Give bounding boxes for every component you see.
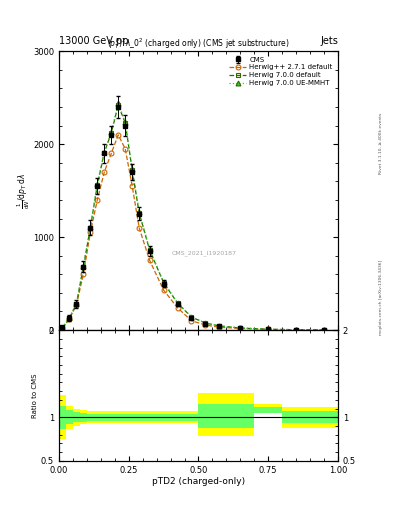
X-axis label: pTD2 (charged-only): pTD2 (charged-only) [152, 477, 245, 486]
Herwig 7.0.0 default [109, 130, 114, 136]
Herwig 7.0.0 UE-MMHT [74, 301, 79, 307]
Herwig 7.0.0 default [123, 120, 128, 126]
Herwig 7.0.0 default [294, 327, 299, 333]
Herwig 7.0.0 UE-MMHT [102, 148, 107, 155]
Herwig 7.0.0 default [88, 225, 93, 231]
Herwig 7.0.0 default [81, 264, 86, 270]
Herwig++ 2.7.1 default [81, 271, 86, 278]
Herwig 7.0.0 default [266, 326, 271, 332]
Herwig 7.0.0 default [74, 301, 79, 307]
Herwig 7.0.0 default [147, 247, 152, 253]
Herwig++ 2.7.1 default [67, 316, 72, 322]
Herwig 7.0.0 UE-MMHT [189, 314, 194, 320]
Legend: CMS, Herwig++ 2.7.1 default, Herwig 7.0.0 default, Herwig 7.0.0 UE-MMHT: CMS, Herwig++ 2.7.1 default, Herwig 7.0.… [227, 55, 334, 88]
Line: Herwig 7.0.0 UE-MMHT: Herwig 7.0.0 UE-MMHT [60, 101, 327, 332]
Text: Rivet 3.1.10, ≥ 400k events: Rivet 3.1.10, ≥ 400k events [379, 113, 383, 174]
Herwig++ 2.7.1 default [294, 327, 299, 333]
Herwig 7.0.0 default [95, 182, 100, 188]
Herwig++ 2.7.1 default [123, 146, 128, 152]
Herwig 7.0.0 UE-MMHT [60, 325, 65, 331]
Herwig 7.0.0 UE-MMHT [137, 209, 141, 215]
Herwig++ 2.7.1 default [203, 322, 208, 328]
Herwig++ 2.7.1 default [130, 183, 134, 189]
Text: CMS_2021_I1920187: CMS_2021_I1920187 [172, 251, 237, 257]
Text: Jets: Jets [320, 35, 338, 46]
Herwig++ 2.7.1 default [109, 151, 114, 157]
Herwig++ 2.7.1 default [266, 326, 271, 332]
Herwig 7.0.0 UE-MMHT [217, 323, 222, 329]
Herwig 7.0.0 UE-MMHT [294, 327, 299, 333]
Text: 13000 GeV pp: 13000 GeV pp [59, 35, 129, 46]
Herwig++ 2.7.1 default [74, 302, 79, 308]
Herwig 7.0.0 UE-MMHT [109, 129, 114, 135]
Herwig++ 2.7.1 default [161, 287, 166, 293]
Herwig 7.0.0 UE-MMHT [203, 320, 208, 326]
Herwig++ 2.7.1 default [147, 258, 152, 264]
Y-axis label: $\frac{1}{\mathrm{d}N} / \mathrm{d}p_T\, \mathrm{d}\lambda$: $\frac{1}{\mathrm{d}N} / \mathrm{d}p_T\,… [15, 173, 31, 208]
Herwig++ 2.7.1 default [175, 305, 180, 311]
Herwig 7.0.0 default [203, 320, 208, 326]
Herwig++ 2.7.1 default [95, 197, 100, 203]
Herwig 7.0.0 UE-MMHT [67, 315, 72, 321]
Line: Herwig++ 2.7.1 default: Herwig++ 2.7.1 default [60, 133, 327, 332]
Herwig 7.0.0 UE-MMHT [147, 246, 152, 252]
Y-axis label: Ratio to CMS: Ratio to CMS [32, 373, 38, 418]
Herwig 7.0.0 default [67, 315, 72, 321]
Herwig++ 2.7.1 default [189, 318, 194, 324]
Text: mcplots.cern.ch [arXiv:1306.3436]: mcplots.cern.ch [arXiv:1306.3436] [379, 260, 383, 334]
Herwig 7.0.0 default [130, 167, 134, 173]
Herwig++ 2.7.1 default [137, 225, 141, 231]
Herwig 7.0.0 default [189, 314, 194, 320]
Herwig 7.0.0 default [102, 150, 107, 156]
Title: $(p_T^P)^2\lambda\_0^2$ (charged only) (CMS jet substructure): $(p_T^P)^2\lambda\_0^2$ (charged only) (… [107, 36, 290, 51]
Herwig++ 2.7.1 default [102, 169, 107, 175]
Herwig 7.0.0 UE-MMHT [161, 279, 166, 285]
Herwig++ 2.7.1 default [217, 324, 222, 330]
Herwig 7.0.0 default [217, 323, 222, 329]
Herwig++ 2.7.1 default [322, 327, 327, 333]
Herwig++ 2.7.1 default [238, 325, 242, 331]
Herwig 7.0.0 UE-MMHT [322, 327, 327, 333]
Herwig 7.0.0 UE-MMHT [88, 224, 93, 230]
Herwig 7.0.0 default [322, 327, 327, 333]
Herwig 7.0.0 default [238, 325, 242, 331]
Herwig 7.0.0 default [175, 300, 180, 306]
Herwig 7.0.0 UE-MMHT [238, 325, 242, 331]
Herwig 7.0.0 UE-MMHT [81, 263, 86, 269]
Herwig 7.0.0 default [137, 210, 141, 216]
Herwig++ 2.7.1 default [116, 132, 121, 138]
Herwig 7.0.0 default [116, 102, 121, 108]
Herwig++ 2.7.1 default [60, 325, 65, 331]
Herwig 7.0.0 UE-MMHT [266, 326, 271, 332]
Herwig 7.0.0 UE-MMHT [123, 119, 128, 125]
Line: Herwig 7.0.0 default: Herwig 7.0.0 default [60, 103, 327, 332]
Herwig 7.0.0 UE-MMHT [175, 300, 180, 306]
Herwig 7.0.0 default [161, 280, 166, 286]
Herwig 7.0.0 default [60, 325, 65, 331]
Herwig 7.0.0 UE-MMHT [130, 166, 134, 173]
Herwig 7.0.0 UE-MMHT [116, 100, 121, 106]
Herwig 7.0.0 UE-MMHT [95, 181, 100, 187]
Herwig++ 2.7.1 default [88, 229, 93, 236]
